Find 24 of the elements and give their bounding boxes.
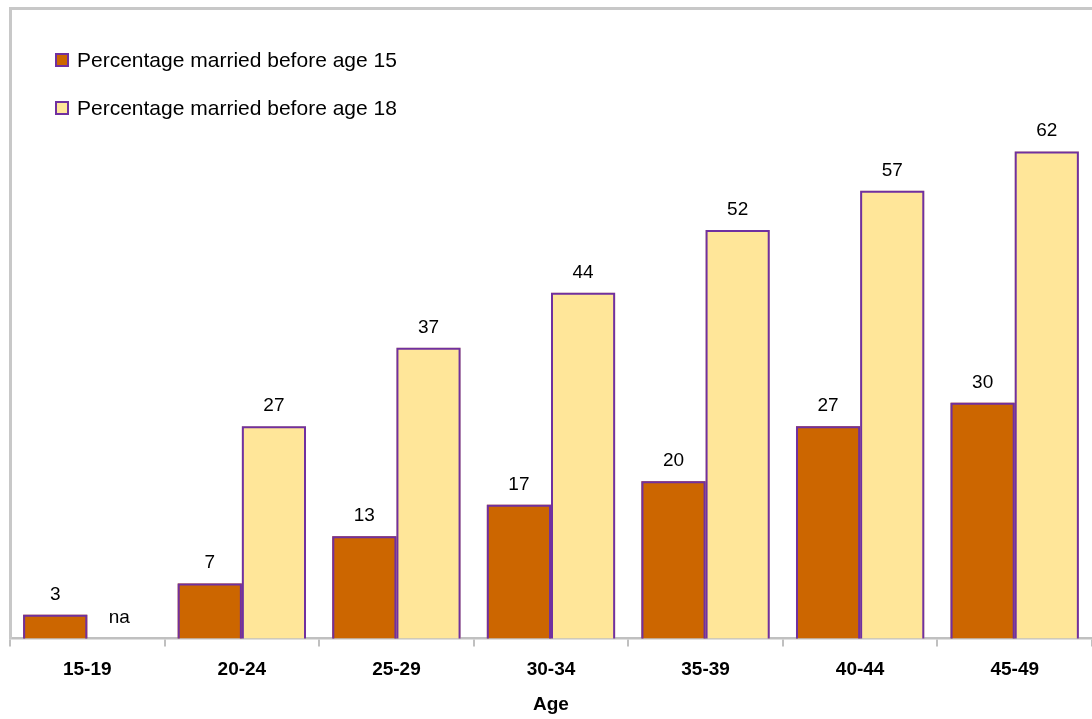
data-label: 44	[572, 260, 595, 282]
data-label: 17	[508, 472, 530, 494]
data-label: 37	[417, 315, 440, 337]
x-tick-label: 30-34	[526, 658, 576, 680]
data-label: 7	[204, 551, 216, 573]
data-label: 27	[263, 394, 285, 416]
x-tick-label: 45-49	[990, 658, 1040, 680]
data-label: 57	[881, 158, 903, 180]
data-label: 20	[662, 449, 685, 471]
text: na	[108, 606, 130, 628]
data-label: 27	[817, 394, 839, 416]
x-tick-label: 35-39	[681, 658, 730, 680]
legend-label: Percentage married before age 15	[77, 48, 397, 72]
data-label: 52	[727, 197, 749, 219]
x-tick-label: 25-29	[372, 658, 421, 680]
x-tick-label: 15-19	[62, 658, 112, 680]
x-axis-title: Age	[533, 692, 569, 714]
data-label: 13	[353, 504, 375, 526]
legend-label: Percentage married before age 18	[77, 96, 397, 120]
data-label: 3	[49, 582, 61, 604]
x-tick-label: 20-24	[217, 658, 267, 680]
data-label: 30	[972, 370, 994, 392]
x-tick-label: 40-44	[835, 658, 885, 680]
data-label: 62	[1036, 119, 1058, 141]
